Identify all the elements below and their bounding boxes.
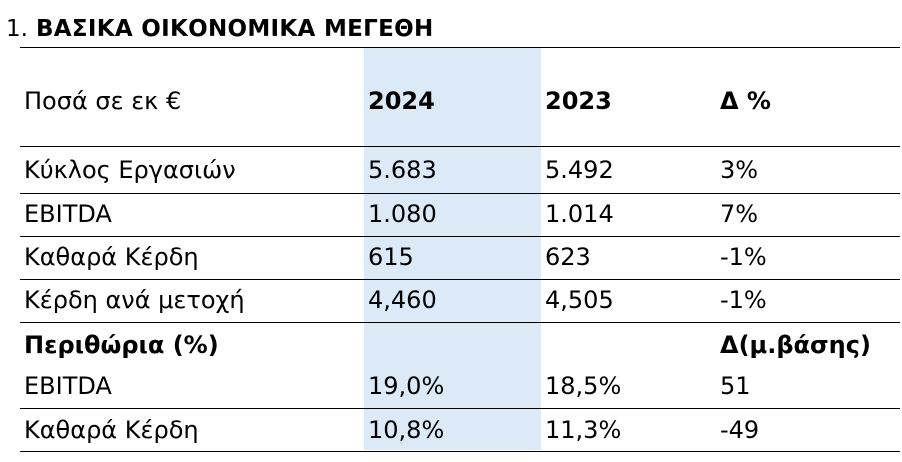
- row-value-2024: 19,0%: [368, 372, 445, 400]
- row-delta: -49: [720, 416, 760, 444]
- rule-margin-1: [20, 408, 900, 409]
- row-delta: 7%: [720, 200, 759, 228]
- row-value-2024: 5.683: [368, 156, 437, 184]
- section-number: 1.: [6, 16, 28, 42]
- row-value-2023: 11,3%: [545, 416, 622, 444]
- section-heading: 1. ΒΑΣΙΚΑ ΟΙΚΟΝΟΜΙΚΑ ΜΕΓΕΘΗ: [6, 14, 434, 44]
- header-delta: Δ %: [720, 87, 771, 115]
- row-label: Καθαρά Κέρδη: [24, 243, 199, 271]
- margins-header-delta: Δ(μ.βάσης): [720, 331, 871, 359]
- row-delta: -1%: [720, 286, 767, 314]
- row-value-2023: 5.492: [545, 156, 614, 184]
- rule-top: [20, 47, 900, 48]
- row-value-2024: 615: [368, 243, 414, 271]
- row-value-2024: 10,8%: [368, 416, 445, 444]
- row-label: EBITDA: [24, 372, 112, 400]
- row-value-2023: 18,5%: [545, 372, 622, 400]
- row-label: Καθαρά Κέρδη: [24, 416, 199, 444]
- rule-row-3: [20, 279, 900, 280]
- rule-row-4: [20, 322, 900, 323]
- row-delta: 3%: [720, 156, 759, 184]
- row-delta: -1%: [720, 243, 767, 271]
- margins-header-label: Περιθώρια (%): [24, 331, 219, 359]
- row-label: EBITDA: [24, 200, 112, 228]
- header-year-2024: 2024: [368, 87, 435, 115]
- row-value-2024: 1.080: [368, 200, 437, 228]
- section-title: ΒΑΣΙΚΑ ΟΙΚΟΝΟΜΙΚΑ ΜΕΓΕΘΗ: [35, 16, 434, 42]
- row-value-2023: 1.014: [545, 200, 614, 228]
- row-value-2024: 4,460: [368, 286, 437, 314]
- row-delta: 51: [720, 372, 751, 400]
- rule-row-2: [20, 236, 900, 237]
- rule-row-1: [20, 193, 900, 194]
- highlight-column-2024: [364, 48, 541, 450]
- rule-bottom: [20, 451, 900, 452]
- header-year-2023: 2023: [545, 87, 612, 115]
- rule-header: [20, 146, 900, 147]
- row-label: Κέρδη ανά μετοχή: [24, 286, 245, 314]
- row-value-2023: 623: [545, 243, 591, 271]
- row-label: Κύκλος Εργασιών: [24, 156, 236, 184]
- row-value-2023: 4,505: [545, 286, 614, 314]
- header-label: Ποσά σε εκ €: [24, 87, 182, 115]
